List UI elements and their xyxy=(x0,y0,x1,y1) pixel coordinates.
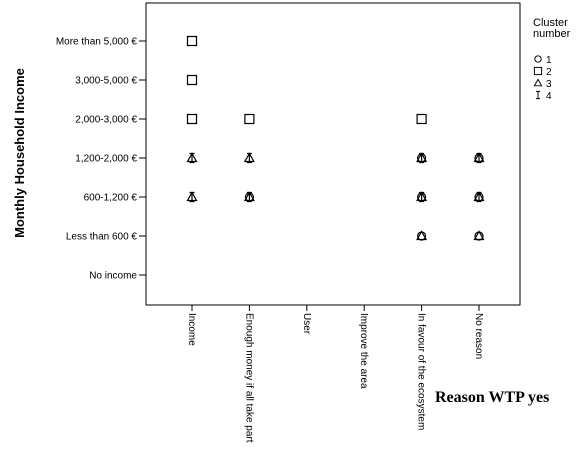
x-tick-label: User xyxy=(301,313,312,335)
cluster-2-point xyxy=(186,35,198,47)
y-tick-label: 1,200-2,000 € xyxy=(75,154,137,165)
y-tick-label: Less than 600 € xyxy=(66,232,138,243)
legend-marker-4 xyxy=(536,90,541,100)
y-axis: No income Less than 600 € 600-1,200 € 1,200… xyxy=(56,37,146,282)
x-axis: Income Enough money if all take part User I… xyxy=(186,305,484,443)
cluster-2-point xyxy=(244,113,255,125)
cluster-4-point xyxy=(189,191,195,203)
cluster-4-point xyxy=(476,191,482,203)
legend-marker-1 xyxy=(534,55,542,63)
cluster-4-point xyxy=(246,152,252,164)
y-tick-label: No income xyxy=(89,271,137,282)
legend-marker-3 xyxy=(533,78,543,87)
y-tick-label: 3,000-5,000 € xyxy=(75,76,137,87)
y-tick-label: 600-1,200 € xyxy=(84,193,138,204)
legend-label-3: 3 xyxy=(546,79,552,90)
cluster-4-point xyxy=(419,152,425,164)
cluster-2-point xyxy=(416,113,427,125)
cluster-4-point xyxy=(189,152,195,164)
cluster-4-point xyxy=(419,191,425,203)
plot-area xyxy=(145,2,521,306)
legend-label-2: 2 xyxy=(546,67,552,78)
x-tick-label: Improve the area xyxy=(358,313,369,389)
data-points xyxy=(186,35,485,241)
y-axis-label: Monthly Household Income xyxy=(12,68,27,238)
cluster-4-point xyxy=(476,152,482,164)
x-tick-label: Enough money if all take part xyxy=(243,313,254,443)
y-tick-label: More than 5,000 € xyxy=(56,37,138,48)
cluster-3-point xyxy=(416,230,428,241)
legend-label-1: 1 xyxy=(546,55,552,66)
cluster-4-point xyxy=(246,191,252,203)
legend-label-4: 4 xyxy=(546,91,552,102)
x-tick-label: In favour of the ecosystem xyxy=(416,313,427,430)
x-axis-label: Reason WTP yes xyxy=(435,389,549,406)
x-tick-label: No reason xyxy=(473,313,484,359)
cluster-3-point xyxy=(473,230,485,241)
legend-title: Cluster xyxy=(533,17,568,29)
cluster-2-point xyxy=(186,113,198,125)
y-tick-label: 2,000-3,000 € xyxy=(75,115,137,126)
legend-title: number xyxy=(533,28,571,40)
legend-marker-2 xyxy=(533,66,543,76)
cluster-2-point xyxy=(186,74,198,86)
x-tick-label: Income xyxy=(186,313,197,346)
